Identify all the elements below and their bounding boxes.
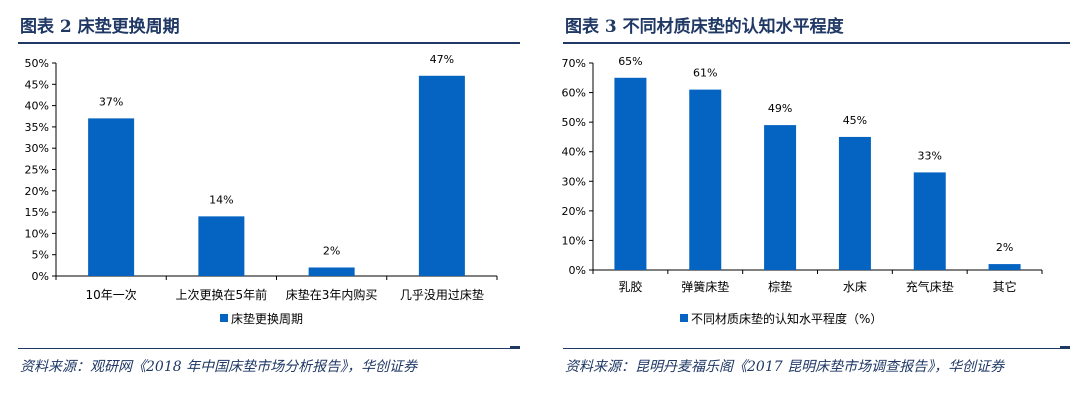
bar-value-label: 33% bbox=[918, 149, 942, 162]
y-tick-label: 30% bbox=[25, 142, 49, 155]
bar bbox=[913, 172, 946, 270]
legend-swatch bbox=[220, 314, 228, 322]
x-category-label: 几乎没用过床垫 bbox=[400, 287, 484, 302]
figure-2-title-rule bbox=[18, 42, 520, 44]
y-tick-label: 5% bbox=[32, 249, 49, 262]
y-tick-label: 50% bbox=[25, 57, 49, 70]
y-tick-label: 10% bbox=[562, 234, 586, 247]
y-tick-label: 45% bbox=[25, 78, 49, 91]
bar-value-label: 49% bbox=[768, 102, 792, 115]
figure-2-panel: 图表 2 床垫更换周期 0% 5% 10% 15% 20% 25% 30% 35% 40% 45%… bbox=[0, 0, 530, 415]
bar-value-label: 37% bbox=[99, 95, 123, 108]
x-category-label: 床垫在3年内购买 bbox=[286, 287, 378, 302]
bar bbox=[764, 125, 797, 270]
bar-value-label: 65% bbox=[618, 55, 642, 68]
legend-label: 不同材质床垫的认知水平程度（%） bbox=[691, 311, 882, 326]
figure-3-source-tick bbox=[1060, 346, 1070, 349]
replacement-cycle-chart: 0% 5% 10% 15% 20% 25% 30% 35% 40% 45% 50% 37% 10年一次 1… bbox=[25, 53, 498, 326]
figure-2-source: 资料来源：观研网《2018 年中国床垫市场分析报告》，华创证券 bbox=[20, 359, 418, 375]
figure-3-source-rule bbox=[563, 348, 1070, 349]
x-category-label: 弹簧床垫 bbox=[681, 279, 729, 294]
figure-2-title: 图表 2 床垫更换周期 bbox=[20, 17, 180, 37]
legend-label: 床垫更换周期 bbox=[231, 311, 303, 326]
material-awareness-chart: 0% 10% 20% 30% 40% 50% 60% 70% 65% 乳胶 61% 弹簧床垫 49% 棕垫… bbox=[562, 55, 1043, 326]
x-category-label: 棕垫 bbox=[768, 279, 792, 294]
x-category-label: 10年一次 bbox=[85, 288, 136, 302]
y-tick-label: 15% bbox=[25, 206, 49, 219]
bar bbox=[418, 75, 465, 276]
bar-value-label: 61% bbox=[693, 67, 717, 80]
figure-3-title-rule bbox=[563, 42, 1070, 44]
y-tick-label: 70% bbox=[562, 57, 586, 70]
figure-3-panel: 图表 3 不同材质床垫的认知水平程度 0% 10% 20% 30% 40% 50% 60% 7… bbox=[545, 0, 1089, 415]
y-tick-label: 30% bbox=[562, 175, 586, 188]
y-tick-label: 0% bbox=[569, 264, 586, 277]
y-tick-label: 40% bbox=[562, 146, 586, 159]
figure-3-source: 资料来源：昆明丹麦福乐阁《2017 昆明床垫市场调查报告》，华创证券 bbox=[565, 359, 1005, 375]
y-tick-label: 60% bbox=[562, 87, 586, 100]
bar bbox=[198, 216, 245, 276]
figure-3-title: 图表 3 不同材质床垫的认知水平程度 bbox=[565, 17, 844, 37]
bar bbox=[988, 264, 1021, 270]
bar-value-label: 45% bbox=[843, 114, 867, 127]
x-category-label: 乳胶 bbox=[618, 279, 642, 294]
bar bbox=[614, 77, 647, 271]
y-tick-label: 35% bbox=[25, 121, 49, 134]
y-tick-label: 20% bbox=[562, 205, 586, 218]
y-tick-label: 50% bbox=[562, 116, 586, 129]
y-tick-label: 40% bbox=[25, 100, 49, 113]
figure-2-source-tick bbox=[510, 346, 520, 349]
x-category-label: 其它 bbox=[993, 279, 1017, 294]
bar-value-label: 2% bbox=[323, 244, 340, 257]
x-category-label: 充气床垫 bbox=[906, 279, 954, 294]
bar-value-label: 14% bbox=[209, 193, 233, 206]
legend-swatch bbox=[680, 314, 688, 322]
x-category-label: 上次更换在5年前 bbox=[176, 287, 268, 302]
y-tick-label: 0% bbox=[32, 270, 49, 283]
y-tick-label: 25% bbox=[25, 164, 49, 177]
bar-value-label: 47% bbox=[430, 53, 454, 66]
bar bbox=[308, 267, 355, 276]
bar bbox=[689, 89, 722, 270]
bar-value-label: 2% bbox=[996, 241, 1013, 254]
bar bbox=[838, 136, 871, 270]
figure-2-source-rule bbox=[18, 348, 520, 349]
x-category-label: 水床 bbox=[843, 280, 867, 294]
y-tick-label: 20% bbox=[25, 185, 49, 198]
y-tick-label: 10% bbox=[25, 227, 49, 240]
bar bbox=[88, 118, 135, 276]
